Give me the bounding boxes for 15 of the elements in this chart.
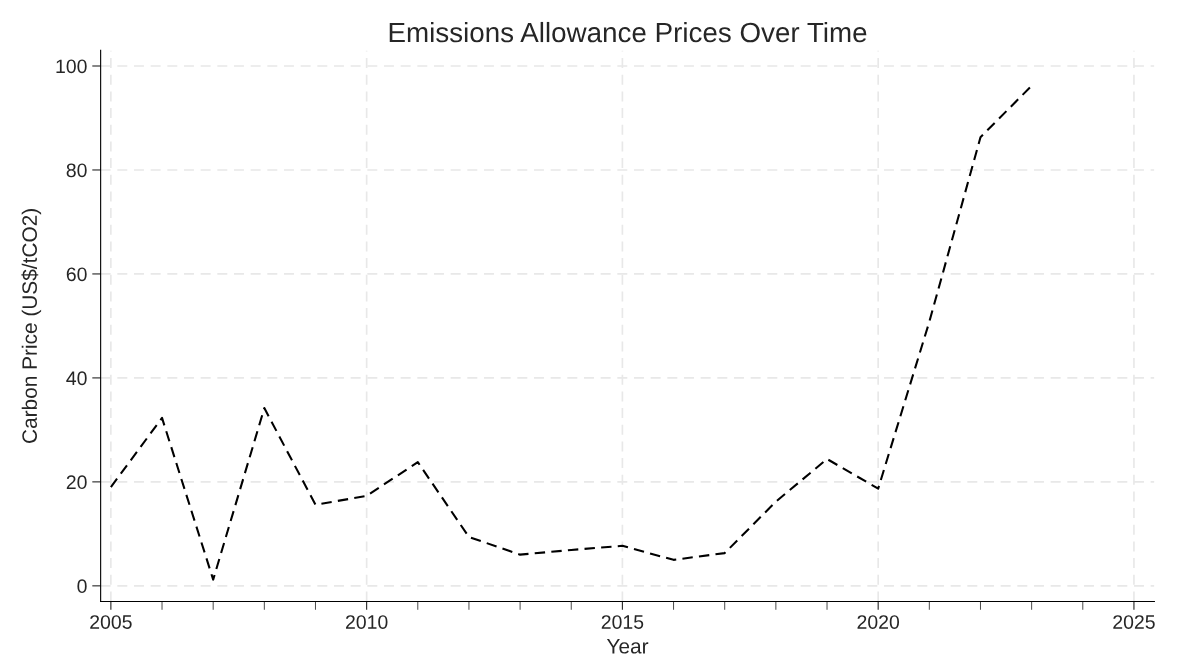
line-series <box>109 84 1033 581</box>
x-tick-label: 2005 <box>90 615 132 629</box>
x-tick-label: 2025 <box>1113 615 1155 629</box>
x-tick-label: 2010 <box>345 615 388 629</box>
x-tick-label: 2015 <box>601 615 644 629</box>
y-tick-label: 80 <box>66 163 87 178</box>
x-tick-label: 2020 <box>857 615 900 629</box>
x-axis-title: Year <box>606 639 649 654</box>
y-tick-label: 20 <box>66 475 87 490</box>
chart-title: Emissions Allowance Prices Over Time <box>389 21 867 43</box>
y-tick-label: 100 <box>56 59 87 74</box>
y-axis-title: Carbon Price (US$/tCO2) <box>21 209 42 443</box>
y-tick-label: 60 <box>66 267 87 282</box>
y-tick-label: 0 <box>77 579 87 594</box>
y-tick-label: 40 <box>66 371 87 386</box>
